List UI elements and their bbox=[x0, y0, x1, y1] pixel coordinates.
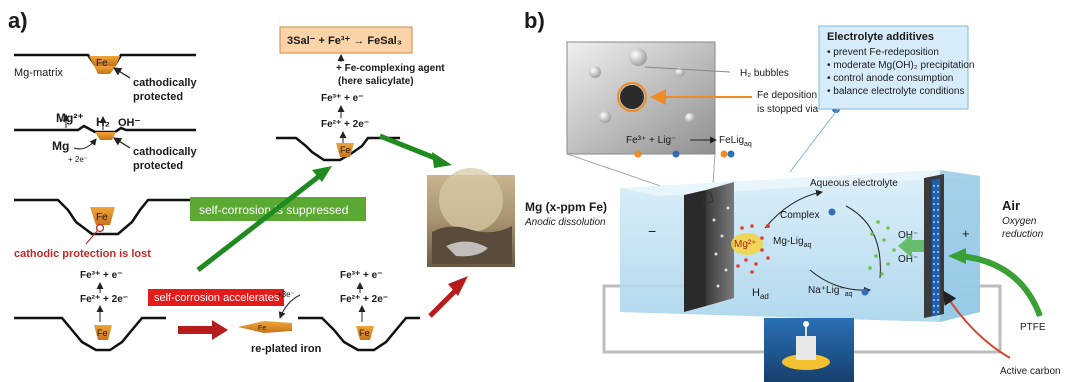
cathodic-protection-lost: cathodic protection is lost bbox=[14, 248, 151, 260]
oxygen-reduction-1: Oxygen bbox=[1002, 216, 1037, 227]
oxygen-reduction-2: reduction bbox=[1002, 229, 1044, 240]
fe-inclusion-6 bbox=[336, 143, 354, 157]
fe2-label-2: Fe²⁺ + 2e⁻ bbox=[340, 294, 388, 305]
complexing-agent-1: + Fe-complexing agent bbox=[336, 63, 445, 74]
h2-bubbles-label: H₂ bubbles bbox=[740, 68, 789, 79]
fe2-label-1: Fe²⁺ + 2e⁻ bbox=[80, 294, 128, 305]
cathodically-protected-2b: protected bbox=[133, 160, 183, 172]
additives-box bbox=[818, 25, 969, 110]
panel-b-letter: b) bbox=[524, 8, 545, 33]
step-6-surface bbox=[276, 136, 400, 162]
green-arrow-up bbox=[196, 166, 332, 272]
plus-terminal: + bbox=[962, 226, 970, 241]
fe-inclusion-2 bbox=[95, 132, 116, 140]
additives-list: • prevent Fe-redeposition • moderate Mg(… bbox=[827, 47, 974, 97]
step-1-surface bbox=[14, 53, 196, 74]
mglig-label: Mg-Ligaq bbox=[773, 236, 811, 249]
active-carbon-arrow bbox=[942, 290, 1011, 359]
replated-iron-plate bbox=[238, 321, 292, 333]
cathodically-protected-2a: cathodically bbox=[133, 146, 197, 158]
green-arrow-down bbox=[379, 133, 452, 168]
cathode-grid bbox=[933, 185, 939, 313]
additives-title: Electrolyte additives bbox=[827, 31, 934, 43]
oh-label-2: OH⁻ bbox=[898, 254, 918, 265]
step-5-surface bbox=[298, 316, 420, 352]
reaction-box bbox=[279, 26, 413, 54]
plus3e-label: +3e⁻ bbox=[277, 290, 295, 299]
fe-label-6: Fe bbox=[340, 145, 351, 155]
fe-inclusion-5 bbox=[356, 326, 374, 340]
corrosion-photo bbox=[427, 168, 515, 267]
fe3-label-3: Fe³⁺ + e⁻ bbox=[321, 93, 364, 104]
cathodically-protected-1b: protected bbox=[133, 91, 183, 103]
step-2-surface bbox=[14, 124, 196, 140]
oh-arrow bbox=[898, 234, 924, 258]
panel-a-letter: a) bbox=[8, 8, 28, 33]
complexing-agent-2: (here salicylate) bbox=[338, 76, 414, 87]
aqueous-electrolyte-label: Aqueous electrolyte bbox=[810, 178, 898, 189]
self-corrosion-accelerates-banner bbox=[148, 289, 284, 306]
additive-item: • balance electrolyte conditions bbox=[827, 86, 964, 97]
complex-label: Complex bbox=[780, 210, 819, 221]
step-4-surface bbox=[14, 316, 166, 352]
replated-fe-label: Fe bbox=[258, 325, 266, 332]
oh-label: OH⁻ bbox=[118, 117, 141, 129]
additive-item: • moderate Mg(OH)₂ precipitation bbox=[827, 60, 974, 71]
fe2-label-3: Fe²⁺ + 2e⁻ bbox=[321, 119, 369, 130]
red-arrow-right bbox=[178, 320, 228, 340]
fe-inclusion-1 bbox=[89, 56, 120, 66]
ptfe-arrow bbox=[959, 253, 1043, 318]
buoy-photo bbox=[764, 318, 854, 382]
minus-terminal: − bbox=[648, 223, 656, 239]
fe3-label-2: Fe³⁺ + e⁻ bbox=[340, 270, 383, 281]
self-corrosion-accelerates-label: self-corrosion accelerates bbox=[154, 292, 280, 304]
felig-label: FeLigaq bbox=[719, 135, 752, 148]
fe3-lig-label: Fe³⁺ + Lig⁻ bbox=[626, 135, 676, 146]
cathodically-protected-1a: cathodically bbox=[133, 77, 197, 89]
fe-deposition-1: Fe deposition bbox=[757, 90, 817, 101]
oh-label-1: OH⁻ bbox=[898, 230, 918, 241]
reaction-label: 3Sal⁻ + Fe³⁺ → FeSal₃ bbox=[287, 35, 402, 47]
mg2plus-cell-label: Mg²⁺ bbox=[734, 239, 757, 250]
additive-item: • prevent Fe-redeposition bbox=[827, 47, 939, 58]
fe3-label-1: Fe³⁺ + e⁻ bbox=[80, 270, 123, 281]
mg-ions bbox=[736, 224, 770, 274]
h-ads-label: Had bbox=[752, 287, 769, 301]
step-3-surface bbox=[14, 198, 196, 236]
fe-inclusion-3 bbox=[90, 207, 115, 225]
active-carbon-label: Active carbon bbox=[1000, 366, 1061, 377]
nalig-label: Na⁺Lig⁻aq bbox=[808, 285, 853, 298]
mg-label: Mg bbox=[52, 139, 69, 153]
additive-item: • control anode consumption bbox=[827, 73, 953, 84]
replated-iron-label: re-plated iron bbox=[251, 343, 322, 355]
plus2e-label: + 2e⁻ bbox=[68, 155, 88, 164]
mg2plus-label: Mg²⁺ bbox=[56, 111, 84, 125]
mg2plus-glow bbox=[731, 233, 763, 255]
mg-anode-plate bbox=[684, 182, 734, 312]
mg-matrix-label: Mg-matrix bbox=[14, 67, 63, 79]
air-label: Air bbox=[1002, 198, 1020, 213]
anodic-dissolution-label: Anodic dissolution bbox=[524, 217, 606, 228]
fe-label-3: Fe bbox=[96, 212, 108, 223]
mg-electrode-label: Mg (x-ppm Fe) bbox=[525, 200, 607, 214]
red-arrow-up bbox=[428, 276, 468, 318]
fe-deposition-2: is stopped via bbox=[757, 104, 819, 115]
ptfe-label: PTFE bbox=[1020, 322, 1046, 333]
fe-label-5: Fe bbox=[359, 328, 370, 338]
fe-inclusion-4 bbox=[94, 325, 112, 340]
fe-label-4: Fe bbox=[97, 328, 108, 338]
oh-ions bbox=[868, 220, 896, 276]
fe-label-1: Fe bbox=[96, 58, 108, 69]
